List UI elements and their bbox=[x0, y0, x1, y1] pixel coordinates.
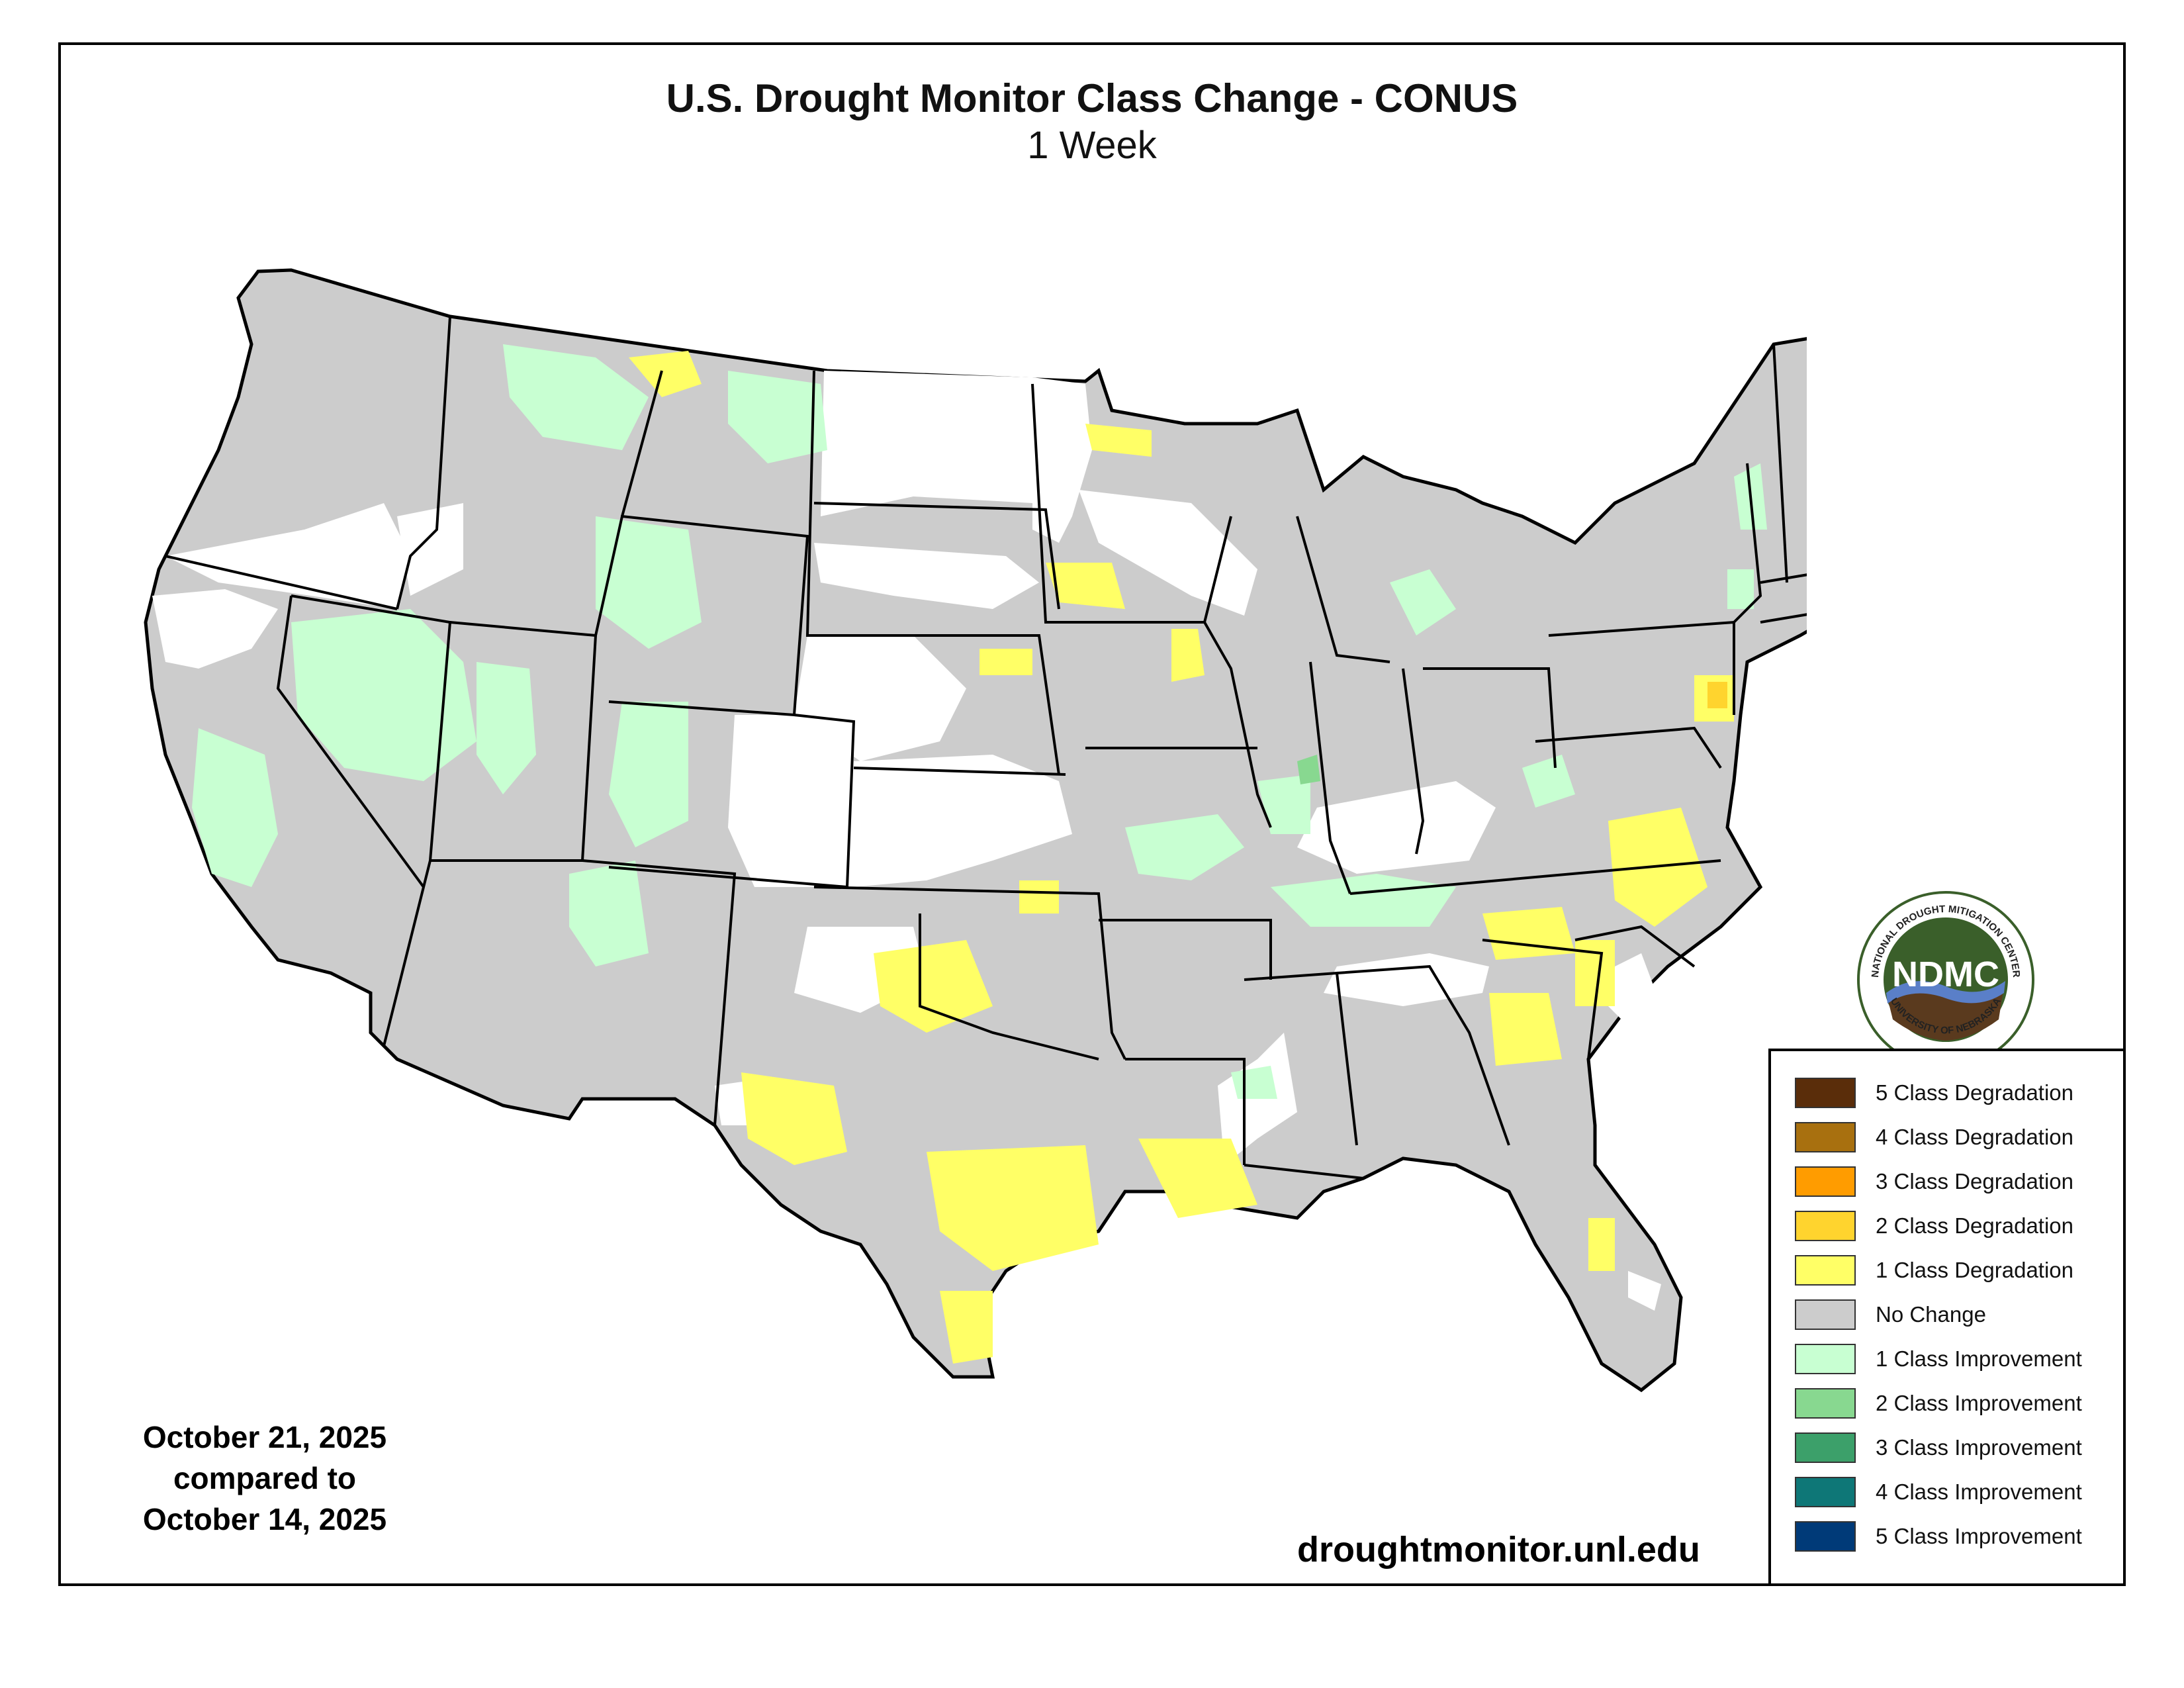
legend-swatch bbox=[1795, 1432, 1856, 1463]
legend-label: 5 Class Degradation bbox=[1876, 1080, 2073, 1105]
legend-swatch bbox=[1795, 1255, 1856, 1286]
legend-label: No Change bbox=[1876, 1302, 1986, 1327]
website-url: droughtmonitor.unl.edu bbox=[1297, 1530, 1700, 1570]
legend-swatch bbox=[1795, 1122, 1856, 1152]
legend-label: 4 Class Improvement bbox=[1876, 1479, 2082, 1504]
state-borders bbox=[165, 316, 1807, 1180]
legend-label: 2 Class Degradation bbox=[1876, 1213, 2073, 1238]
legend-swatch bbox=[1795, 1211, 1856, 1241]
legend-label: 1 Class Improvement bbox=[1876, 1346, 2082, 1371]
previous-date: October 14, 2025 bbox=[142, 1502, 387, 1536]
legend-swatch bbox=[1795, 1166, 1856, 1197]
legend-swatch bbox=[1795, 1078, 1856, 1108]
legend-swatch bbox=[1795, 1344, 1856, 1374]
legend-label: 4 Class Degradation bbox=[1876, 1125, 2073, 1149]
legend-swatch bbox=[1795, 1477, 1856, 1507]
legend-label: 2 Class Improvement bbox=[1876, 1391, 2082, 1415]
date-comparison: October 21, 2025 compared to October 14,… bbox=[79, 1417, 450, 1540]
map-subtitle: 1 Week bbox=[1027, 124, 1157, 167]
legend-swatch bbox=[1795, 1521, 1856, 1552]
legend-label: 5 Class Improvement bbox=[1876, 1524, 2082, 1548]
conus-map bbox=[144, 268, 1807, 1393]
ndmc-logo: NDMC NATIONAL DROUGHT MITIGATION CENTER … bbox=[1853, 887, 2038, 1076]
logo-center-text: NDMC bbox=[1892, 955, 1999, 994]
legend: 5 Class Degradation 4 Class Degradation 3 … bbox=[1768, 1049, 2123, 1583]
improvement-areas bbox=[192, 344, 1767, 1099]
legend-label: 3 Class Improvement bbox=[1876, 1435, 2082, 1460]
map-title: U.S. Drought Monitor Class Change - CONU… bbox=[666, 76, 1518, 120]
legend-swatch bbox=[1795, 1388, 1856, 1419]
degradation-2-areas bbox=[1707, 682, 1727, 708]
no-drought-areas bbox=[152, 371, 1661, 1311]
legend-label: 1 Class Degradation bbox=[1876, 1258, 2073, 1282]
comparison-text: compared to bbox=[173, 1461, 357, 1495]
improvement-2-areas bbox=[1297, 755, 1320, 784]
current-date: October 21, 2025 bbox=[142, 1420, 387, 1454]
legend-label: 3 Class Degradation bbox=[1876, 1169, 2073, 1194]
legend-swatch bbox=[1795, 1299, 1856, 1330]
